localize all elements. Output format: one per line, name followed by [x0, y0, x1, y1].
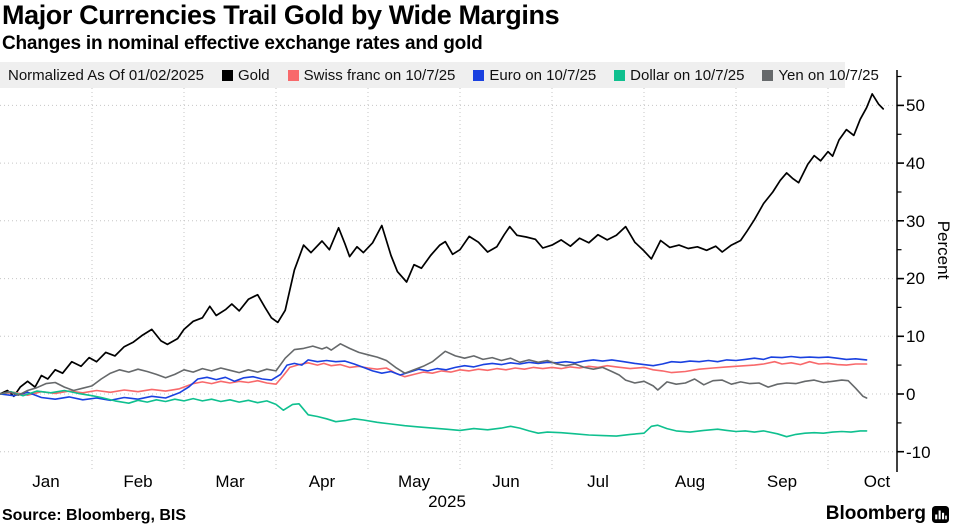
page-subtitle: Changes in nominal effective exchange ra…: [2, 33, 483, 54]
legend-item-gold: Gold: [221, 66, 270, 84]
source-note: Source: Bloomberg, BIS: [2, 507, 187, 524]
legend-label: Euro on 10/7/25: [489, 66, 597, 84]
bloomberg-brand: Bloomberg: [826, 503, 949, 525]
legend-bar: Normalized As Of 01/02/2025 Gold Swiss f…: [0, 62, 879, 88]
legend-label: Gold: [237, 66, 270, 84]
y-axis-tick-label: 0: [906, 385, 915, 404]
bloomberg-bars-icon: [932, 505, 949, 523]
x-axis-tick-label: Apr: [309, 472, 336, 491]
gridlines: [0, 88, 897, 472]
legend-label: Swiss franc on 10/7/25: [303, 66, 456, 84]
x-axis-year-label: 2025: [428, 492, 466, 510]
y-axis: [896, 70, 904, 472]
y-axis-tick-label: 10: [906, 327, 925, 346]
series-line-dollar-on: [0, 389, 868, 438]
series-line-euro-on: [0, 355, 868, 402]
y-axis-title: Percent: [934, 221, 953, 280]
y-axis-tick-label: 50: [906, 96, 925, 115]
x-axis-tick-label: Jun: [492, 472, 519, 491]
x-axis-tick-label: Oct: [864, 472, 891, 491]
x-axis-tick-label: Feb: [123, 472, 152, 491]
y-axis-tick-label: 20: [906, 269, 925, 288]
x-axis-tick-label: Jul: [587, 472, 609, 491]
x-axis-tick-label: Sep: [767, 472, 797, 491]
swiss-franc-swatch-icon: [287, 69, 299, 81]
line-chart: 50 40 30 20 10 0 -10 Percent Jan Feb Mar…: [0, 70, 953, 510]
legend-label: Dollar on 10/7/25: [630, 66, 745, 84]
yen-swatch-icon: [762, 69, 774, 81]
y-axis-tick-label: -10: [906, 443, 931, 462]
x-axis-tick-label: May: [398, 472, 431, 491]
legend-note: Normalized As Of 01/02/2025: [8, 66, 204, 84]
y-axis-tick-label: 40: [906, 154, 925, 173]
legend-item-dollar: Dollar on 10/7/25: [614, 67, 744, 84]
x-axis-tick-label: Mar: [215, 472, 245, 491]
x-axis-tick-label: Jan: [32, 472, 59, 491]
x-axis-tick-label: Aug: [675, 472, 705, 491]
euro-swatch-icon: [473, 69, 485, 81]
series-lines: [0, 93, 885, 438]
legend-item-euro: Euro on 10/7/25: [473, 67, 596, 84]
legend-item-yen: Yen on 10/7/25: [762, 66, 879, 84]
series-line-yen-on: [0, 342, 868, 399]
legend-label: Yen on 10/7/25: [778, 66, 879, 84]
legend-item-swiss-franc: Swiss franc on 10/7/25: [287, 66, 456, 84]
brand-name: Bloomberg: [825, 503, 926, 524]
y-axis-tick-label: 30: [906, 212, 925, 231]
dollar-swatch-icon: [614, 69, 626, 81]
series-line-gold: [0, 93, 885, 398]
gold-swatch-icon: [221, 69, 233, 81]
page-title: Major Currencies Trail Gold by Wide Marg…: [2, 0, 560, 30]
series-line-swiss-franc-on: [0, 360, 868, 397]
